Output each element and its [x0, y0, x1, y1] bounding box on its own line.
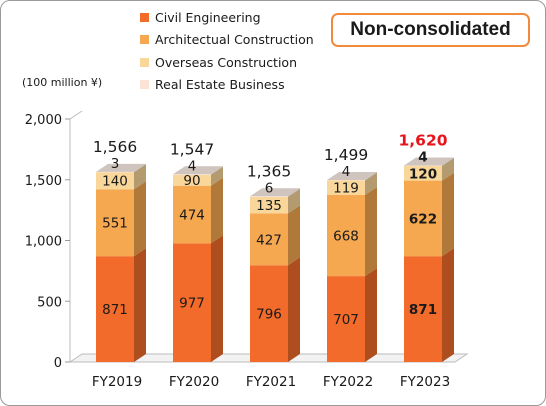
bar-side-architectural-FY2022	[365, 186, 377, 277]
legend-item-civil-engineering: Civil Engineering	[140, 6, 314, 29]
bar-side-civil-FY2020	[211, 235, 223, 362]
unit-label: (100 million ¥)	[22, 76, 103, 89]
x-tick-label-FY2023: FY2023	[400, 374, 450, 390]
data-label-overseas-FY2022: 119	[333, 181, 359, 197]
bar-civil-FY2020	[173, 243, 211, 362]
data-label-architectural-FY2020: 474	[179, 207, 205, 223]
legend: Civil Engineering Architectual Construct…	[140, 6, 314, 96]
bar-architectural-FY2019	[96, 189, 134, 257]
total-label-FY2019: 1,566	[93, 138, 137, 156]
data-label-civil-FY2019: 871	[102, 302, 128, 318]
bar-side-civil-FY2021	[288, 257, 300, 362]
bar-side-civil-FY2019	[134, 248, 146, 362]
legend-item-real-estate-business: Real Estate Business	[140, 74, 314, 97]
y-tick-label: 0	[54, 356, 62, 371]
bar-side-overseas-FY2020	[211, 166, 223, 186]
legend-swatch-overseas	[140, 57, 149, 67]
bar-side-civil-FY2022	[365, 268, 377, 362]
legend-label-civil: Civil Engineering	[155, 9, 261, 25]
bar-civil-FY2021	[250, 265, 288, 362]
bar-top-FY2020	[173, 166, 223, 175]
bar-overseas-FY2020	[173, 174, 211, 186]
x-tick-label-FY2020: FY2020	[169, 374, 219, 390]
data-label-architectural-FY2022: 668	[333, 229, 359, 245]
data-label-real-estate-FY2023: 4	[418, 150, 427, 166]
data-label-overseas-FY2019: 140	[102, 174, 128, 190]
data-label-civil-FY2022: 707	[333, 312, 359, 328]
bar-side-architectural-FY2021	[288, 205, 300, 266]
bar-overseas-FY2022	[327, 180, 365, 195]
x-tick-label-FY2019: FY2019	[92, 374, 142, 390]
bar-architectural-FY2021	[250, 213, 288, 266]
bar-architectural-FY2020	[173, 185, 211, 244]
bar-overseas-FY2023	[404, 166, 442, 181]
y-tick-label: 1,500	[25, 174, 62, 189]
bar-civil-FY2023	[404, 256, 442, 362]
bar-side-real-estate-FY2020	[211, 166, 223, 175]
bar-side-civil-FY2023	[442, 248, 454, 362]
bar-top-FY2021	[250, 188, 300, 197]
data-label-overseas-FY2021: 135	[256, 198, 282, 214]
legend-swatch-civil	[140, 12, 149, 22]
bar-side-overseas-FY2022	[365, 172, 377, 195]
legend-label-real-estate: Real Estate Business	[155, 77, 285, 93]
legend-item-architectural-construction: Architectual Construction	[140, 29, 314, 52]
data-label-real-estate-FY2019: 3	[111, 156, 120, 172]
y-tick-label: 2,000	[25, 113, 62, 128]
legend-swatch-real-estate	[140, 80, 149, 90]
data-label-architectural-FY2021: 427	[256, 232, 282, 248]
bar-side-architectural-FY2023	[442, 172, 454, 257]
data-label-real-estate-FY2021: 6	[265, 180, 274, 196]
y-tick-label: 1,000	[25, 235, 62, 250]
legend-label-overseas: Overseas Construction	[155, 54, 298, 70]
total-label-FY2023: 1,620	[398, 132, 447, 150]
data-label-real-estate-FY2022: 4	[342, 164, 351, 180]
total-label-FY2020: 1,547	[170, 140, 214, 158]
x-tick-label-FY2021: FY2021	[246, 374, 296, 390]
bar-top-FY2019	[96, 163, 146, 172]
y-tick-label: 500	[37, 295, 62, 310]
bar-top-FY2022	[327, 171, 377, 180]
data-label-real-estate-FY2020: 4	[188, 158, 197, 174]
data-label-overseas-FY2020: 90	[183, 173, 200, 189]
legend-label-architectural: Architectual Construction	[155, 32, 314, 48]
bar-side-real-estate-FY2019	[134, 163, 146, 173]
bar-side-real-estate-FY2022	[365, 171, 377, 181]
bar-side-real-estate-FY2023	[442, 157, 454, 167]
total-label-FY2021: 1,365	[247, 162, 291, 180]
legend-swatch-architectural	[140, 35, 149, 45]
bar-overseas-FY2021	[250, 197, 288, 214]
bar-architectural-FY2022	[327, 194, 365, 277]
bar-top-FY2023	[404, 157, 454, 166]
data-label-civil-FY2020: 977	[179, 296, 205, 312]
bar-civil-FY2022	[327, 276, 365, 362]
data-label-civil-FY2023: 871	[409, 302, 437, 318]
bar-side-overseas-FY2021	[288, 189, 300, 214]
bar-side-real-estate-FY2021	[288, 188, 300, 198]
y-axis-depth-line	[69, 110, 83, 120]
data-label-architectural-FY2023: 622	[409, 211, 437, 227]
bar-side-architectural-FY2019	[134, 181, 146, 257]
bar-architectural-FY2023	[404, 180, 442, 257]
data-label-civil-FY2021: 796	[256, 307, 282, 323]
x-tick-label-FY2022: FY2022	[323, 374, 373, 390]
bar-overseas-FY2019	[96, 172, 134, 190]
bar-side-architectural-FY2020	[211, 177, 223, 244]
legend-item-overseas-construction: Overseas Construction	[140, 51, 314, 74]
bar-side-overseas-FY2019	[134, 164, 146, 190]
total-label-FY2022: 1,499	[324, 146, 368, 164]
bar-real-estate-FY2021	[250, 196, 288, 198]
data-label-overseas-FY2023: 120	[409, 166, 437, 182]
data-label-architectural-FY2019: 551	[102, 216, 128, 232]
bar-civil-FY2019	[96, 256, 134, 362]
non-consolidated-badge: Non-consolidated	[331, 13, 530, 47]
bar-side-overseas-FY2023	[442, 158, 454, 181]
